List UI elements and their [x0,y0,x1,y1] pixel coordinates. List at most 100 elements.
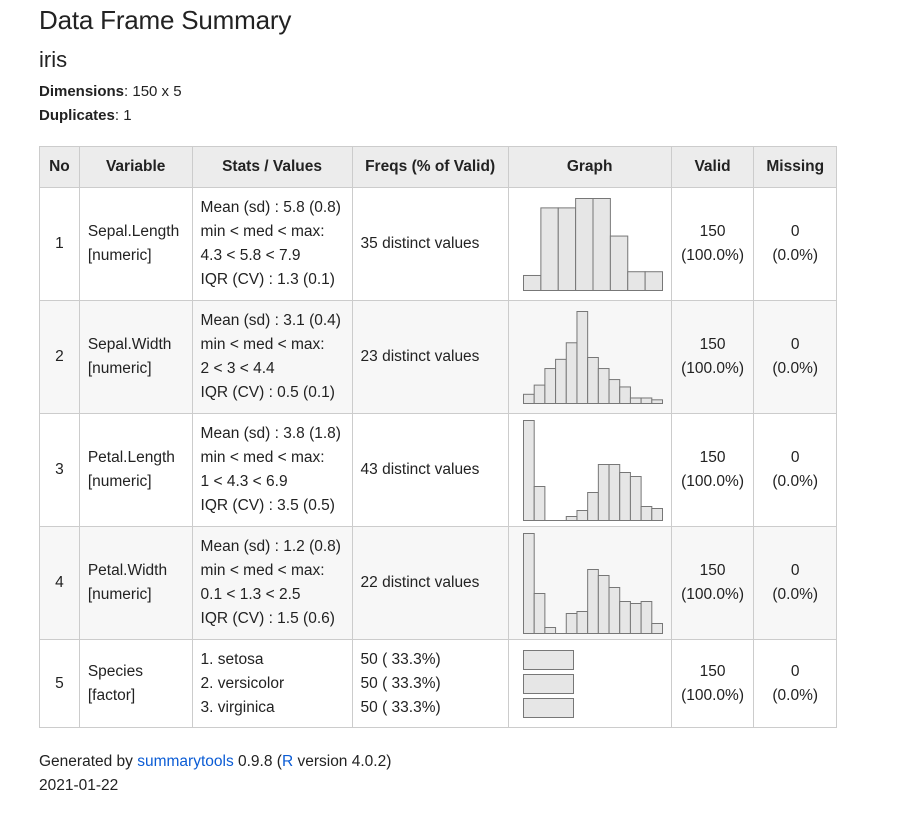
stats-line: Mean (sd) : 5.8 (0.8) [200,199,341,216]
stats-line: 2. versicolor [200,674,285,692]
stats-cell: Mean (sd) : 1.2 (0.8) min < med < max: 0… [191,526,353,640]
variable-type: [numeric] [87,360,152,377]
histogram-bar [576,611,588,634]
species-bar-versicolor [522,673,574,694]
stats-line: IQR (CV) : 0.5 (0.1) [200,384,335,401]
page-title: Data Frame Summary [39,5,292,35]
variable-name: Sepal.Width [87,336,172,353]
missing-count: 0 [790,562,800,579]
variable-name: Petal.Length [87,449,175,466]
species-bar-chart [522,649,574,718]
col-header-valid: Valid [670,146,755,188]
valid-cell: 150 (100.0%) [670,413,755,527]
table-row: 1 Sepal.Length [numeric] Mean (sd) : 5.8 … [39,187,837,301]
histogram-bar [597,368,610,404]
histogram-bar [644,271,663,291]
variable-type: [factor] [87,686,136,704]
histogram-bar [540,207,559,291]
histogram-bar [544,368,556,404]
histogram-bar [608,587,620,634]
valid-cell: 150 (100.0%) [670,300,755,414]
col-header-graph: Graph [507,146,672,188]
histogram-bar [533,593,546,634]
histogram-bar [533,384,546,404]
row-number: 1 [39,187,80,301]
stats-cell: 1. setosa 2. versicolor 3. virginica [191,639,353,728]
row-number: 2 [39,300,80,414]
footer-r-version: version 4.0.2) [293,753,392,770]
header-row: No Variable Stats / Values Freqs (% of V… [39,146,837,188]
dataset-name: iris [39,47,68,72]
histogram-bar [597,575,610,634]
stats-line: min < med < max: [200,336,325,353]
summary-table: No Variable Stats / Values Freqs (% of V… [39,146,837,728]
row-number: 5 [39,639,80,728]
histogram-sepal-length [522,198,663,291]
table-row: 3 Petal.Length [numeric] Mean (sd) : 3.8 … [39,413,837,527]
stats-line: Mean (sd) : 3.8 (1.8) [200,425,341,442]
stats-cell: Mean (sd) : 5.8 (0.8) min < med < max: 4… [191,187,353,301]
histogram-bar [576,311,588,404]
col-header-stats: Stats / Values [191,146,353,188]
freqs-cell: 50 ( 33.3%) 50 ( 33.3%) 50 ( 33.3%) [351,639,509,728]
r-link[interactable]: R [281,753,294,770]
histogram-bar [618,472,631,521]
histogram-bar [565,342,578,404]
stats-line: 4.3 < 5.8 < 7.9 [200,247,301,264]
valid-pct: (100.0%) [681,686,744,704]
valid-count: 150 [699,662,726,680]
stats-line: 1 < 4.3 < 6.9 [200,473,288,490]
histogram-sepal-width [522,311,663,404]
histogram-bar [640,506,652,521]
freqs-line: 43 distinct values [360,461,480,478]
histogram-bar [640,397,652,404]
variable-name: Species [87,662,143,680]
histogram-bar [522,393,535,404]
missing-count: 0 [790,662,800,680]
valid-cell: 150 (100.0%) [670,639,755,728]
histogram-bar [574,198,594,291]
histogram-bar [544,627,556,634]
histogram-bar [533,486,546,521]
missing-count: 0 [790,336,800,353]
stats-line: min < med < max: [200,223,325,240]
summarytools-link[interactable]: summarytools [137,753,234,770]
row-number: 3 [39,413,80,527]
variable-type: [numeric] [87,473,152,490]
col-header-freqs: Freqs (% of Valid) [351,146,509,188]
freqs-cell: 22 distinct values [351,526,509,640]
graph-cell [507,187,672,301]
histogram-bar [650,399,663,404]
stats-line: min < med < max: [200,449,325,466]
histogram-bar [597,464,610,521]
histogram-bar [586,569,599,634]
dimensions-value: : 150 x 5 [124,83,182,100]
histogram-bar [618,601,631,634]
histogram-bar [522,274,542,291]
histogram-bar [650,623,663,634]
missing-cell: 0 (0.0%) [753,187,837,301]
valid-count: 150 [699,336,726,353]
stats-line: IQR (CV) : 1.5 (0.6) [200,610,335,627]
summary-page: Data Frame Summary iris Dimensions: 150 … [39,0,879,798]
species-bar-setosa [522,649,574,670]
duplicates-label: Duplicates [39,107,115,124]
variable-type: [numeric] [87,586,152,603]
stats-line: 0.1 < 1.3 < 2.5 [200,586,301,603]
generated-by-line: Generated by summarytools 0.9.8 (R versi… [39,750,879,774]
stats-line: IQR (CV) : 3.5 (0.5) [200,497,335,514]
histogram-bar [576,510,588,521]
missing-pct: (0.0%) [772,473,819,490]
meta-block: Dimensions: 150 x 5 Duplicates: 1 [39,80,879,128]
footer: Generated by summarytools 0.9.8 (R versi… [39,750,879,798]
stats-line: Mean (sd) : 1.2 (0.8) [200,538,341,555]
histogram-bar [629,397,642,404]
histogram-bar [522,420,535,521]
freqs-line: 50 ( 33.3%) [360,698,441,716]
graph-cell [507,300,672,414]
histogram-bar [608,379,620,404]
variable-cell: Sepal.Length [numeric] [78,187,193,301]
valid-pct: (100.0%) [681,586,744,603]
freqs-line: 35 distinct values [360,235,480,252]
dimensions-line: Dimensions: 150 x 5 [39,80,879,104]
